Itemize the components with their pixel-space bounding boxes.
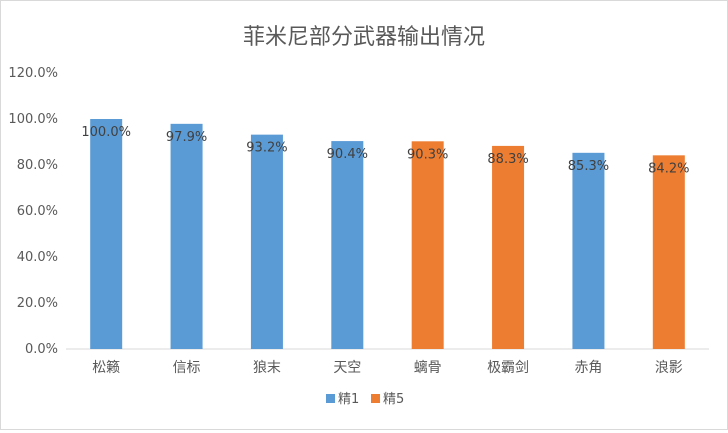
bar [170,123,203,349]
bar [492,145,525,349]
data-label: 93.2% [246,141,287,156]
y-tick-label: 20.0% [17,296,58,311]
legend-swatch [326,394,335,403]
x-tick-label: 赤角 [574,360,602,376]
chart-title: 菲米尼部分武器输出情况 [243,25,485,50]
x-tick-label: 浪影 [655,360,683,376]
legend-swatch [371,394,380,403]
bar [250,134,283,349]
data-label: 88.3% [487,152,528,167]
bar [90,119,123,349]
x-tick-label: 天空 [333,360,361,376]
y-tick-label: 120.0% [8,66,58,81]
legend-label: 精1 [338,392,359,407]
x-tick-label: 螭骨 [414,359,442,376]
bar-series [90,119,685,349]
data-label: 85.3% [568,159,609,174]
x-axis-labels: 松籁 信标 狼末 天空 螭骨 极霸剑 赤角 浪影 [92,359,683,376]
y-tick-label: 0.0% [25,342,58,357]
y-axis: 0.0% 20.0% 40.0% 60.0% 80.0% 100.0% 120.0% [8,66,58,357]
x-tick-label: 极霸剑 [487,360,529,376]
y-tick-label: 60.0% [17,204,58,219]
x-tick-label: 狼末 [253,360,281,376]
data-label: 100.0% [81,125,131,140]
y-tick-label: 40.0% [17,250,58,265]
data-labels: 100.0% 97.9% 93.2% 90.4% 90.3% 88.3% 85.3% 84.2… [81,125,689,176]
x-tick-label: 信标 [173,360,201,376]
data-label: 90.3% [407,147,448,162]
y-tick-label: 80.0% [17,158,58,173]
bar [652,155,685,349]
legend-item: 精1 [326,392,359,407]
bar [411,141,444,349]
legend-item: 精5 [371,392,404,407]
data-label: 84.2% [648,161,689,176]
bar [572,152,605,349]
data-label: 90.4% [327,147,368,162]
x-tick-label: 松籁 [92,360,120,376]
legend: 精1 精5 [326,392,404,407]
bar [331,141,364,349]
data-label: 97.9% [166,130,207,145]
legend-label: 精5 [383,392,404,407]
y-tick-label: 100.0% [8,112,58,127]
